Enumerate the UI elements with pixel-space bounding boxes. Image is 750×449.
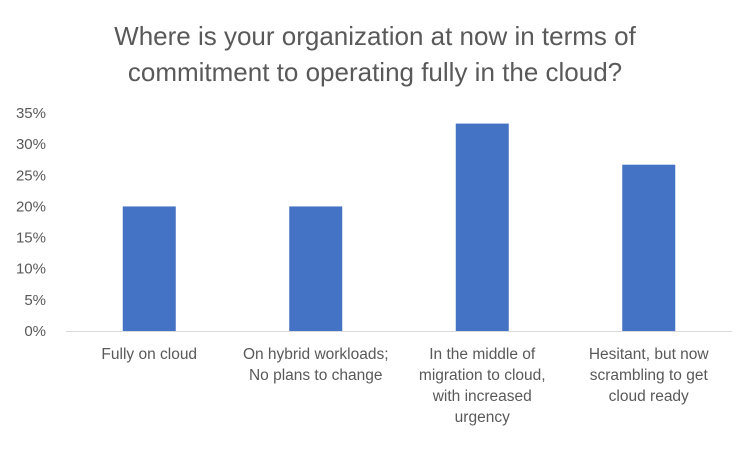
y-axis-ticks: 0% 5% 10% 15% 20% 25% 30% 35%: [16, 105, 46, 340]
bars: [122, 123, 676, 332]
x-category-label: Fully on cloud: [64, 344, 234, 365]
x-category-label-line: with increased: [432, 388, 532, 405]
y-tick-label: 0%: [24, 323, 46, 340]
y-tick-label: 30%: [16, 136, 46, 153]
x-category-label-line: In the middle of: [429, 346, 536, 363]
x-category-label: Hesitant, but now scrambling to get cloud …: [564, 344, 734, 407]
x-category-label-line: migration to cloud,: [418, 367, 546, 384]
y-tick-label: 20%: [16, 198, 46, 215]
chart-title: Where is your organization at now in ter…: [0, 18, 750, 90]
x-category-label-line: On hybrid workloads;: [242, 346, 389, 363]
y-tick-label: 25%: [16, 167, 46, 184]
bar: [455, 123, 509, 332]
y-tick-label: 35%: [16, 105, 46, 122]
bar: [122, 206, 176, 331]
chart-title-line-1: Where is your organization at now in ter…: [114, 21, 636, 51]
x-category-label-line: urgency: [454, 409, 510, 426]
chart-title-line-2: commitment to operating fully in the clo…: [127, 57, 623, 87]
bar: [622, 164, 676, 331]
bar: [289, 206, 343, 331]
x-category-label-line: Hesitant, but now: [588, 346, 709, 363]
x-category-label: On hybrid workloads; No plans to change: [231, 344, 401, 386]
x-category-label-line: No plans to change: [248, 367, 383, 384]
x-category-label-line: cloud ready: [608, 388, 689, 405]
x-category-label-line: Fully on cloud: [101, 346, 198, 363]
y-tick-label: 10%: [16, 261, 46, 278]
y-tick-label: 5%: [24, 292, 46, 309]
x-category-label-line: scrambling to get: [589, 367, 708, 384]
y-tick-label: 15%: [16, 230, 46, 247]
x-category-label: In the middle of migration to cloud, with …: [397, 344, 567, 428]
